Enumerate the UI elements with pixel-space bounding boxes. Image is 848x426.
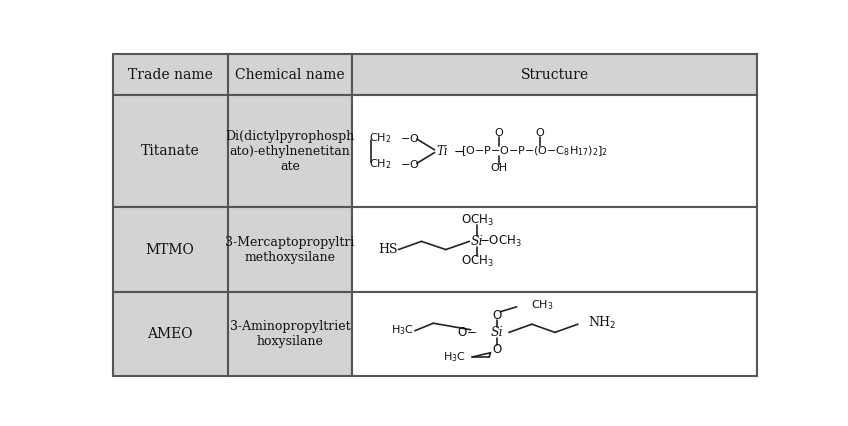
Text: O: O [493, 309, 502, 322]
Text: 3-Aminopropyltriet
hoxysilane: 3-Aminopropyltriet hoxysilane [230, 320, 350, 348]
Text: $-$O: $-$O [400, 132, 420, 144]
Text: CH$_2$: CH$_2$ [369, 157, 391, 171]
Text: O$-$: O$-$ [457, 326, 477, 339]
Text: Trade name: Trade name [128, 68, 213, 82]
Text: Chemical name: Chemical name [235, 68, 345, 82]
Bar [353, 95, 756, 207]
Text: O: O [494, 128, 504, 138]
Text: O: O [493, 343, 502, 356]
Text: O: O [535, 128, 544, 138]
Text: [O$-$P$-$O$-$P$-$(O$-$C$_8$H$_{17}$)$_2$]$_2$: [O$-$P$-$O$-$P$-$(O$-$C$_8$H$_{17}$)$_2$… [461, 144, 608, 158]
Text: NH$_2$: NH$_2$ [588, 315, 616, 331]
Text: H$_3$C: H$_3$C [391, 323, 414, 337]
Text: $-$OCH$_3$: $-$OCH$_3$ [478, 234, 522, 249]
Text: OCH$_3$: OCH$_3$ [460, 213, 494, 227]
Bar [227, 207, 353, 292]
Text: Ti: Ti [437, 145, 449, 158]
Bar [353, 207, 756, 292]
Text: Titanate: Titanate [141, 144, 199, 158]
Text: CH$_2$: CH$_2$ [369, 131, 391, 145]
Bar [227, 292, 353, 376]
Text: CH$_3$: CH$_3$ [531, 299, 554, 312]
Text: AMEO: AMEO [148, 327, 192, 341]
Text: $-$: $-$ [453, 145, 464, 158]
Text: Structure: Structure [521, 68, 589, 82]
Bar [227, 95, 353, 207]
Text: Si: Si [471, 235, 483, 248]
Text: H$_3$C: H$_3$C [443, 350, 466, 364]
Bar [113, 95, 227, 207]
Text: MTMO: MTMO [146, 242, 194, 256]
Bar [353, 292, 756, 376]
Text: HS: HS [379, 243, 399, 256]
Bar [113, 55, 227, 95]
Text: OCH$_3$: OCH$_3$ [460, 253, 494, 269]
Bar [113, 207, 227, 292]
Bar [227, 55, 353, 95]
Text: Di(dictylpyrophosph
ato)-ethylnenetitan
ate: Di(dictylpyrophosph ato)-ethylnenetitan … [226, 130, 354, 173]
Bar [113, 292, 227, 376]
Text: Si: Si [491, 326, 504, 339]
Text: $-$O: $-$O [400, 158, 420, 170]
Text: OH: OH [490, 163, 508, 173]
Text: 3-Mercaptopropyltri
methoxysilane: 3-Mercaptopropyltri methoxysilane [226, 236, 354, 264]
Bar [353, 55, 756, 95]
